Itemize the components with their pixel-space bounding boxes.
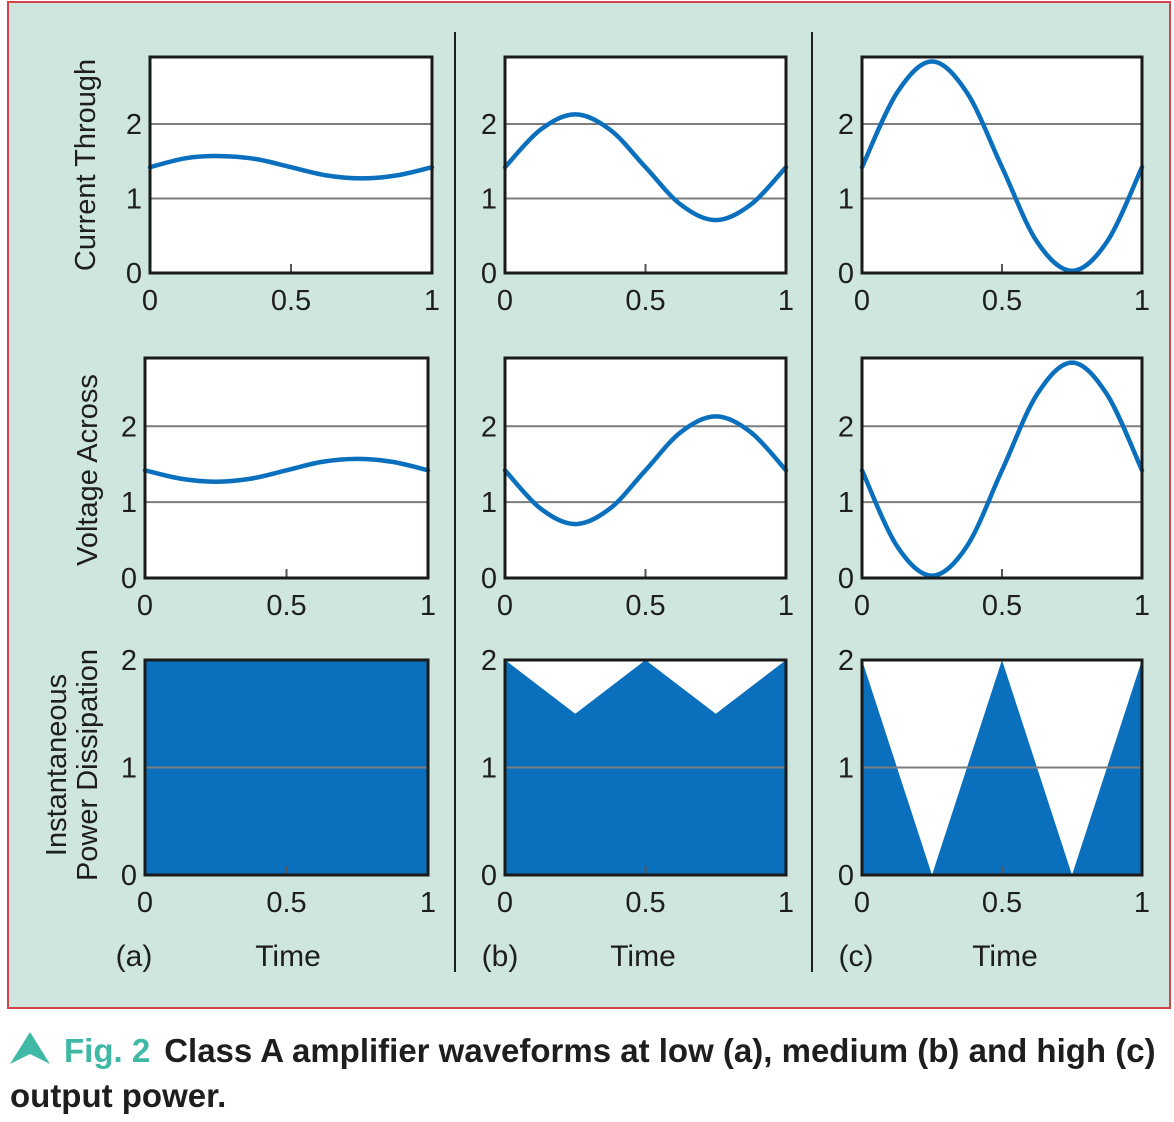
- y-tick-label: 1: [121, 487, 137, 519]
- y-tick-label: 0: [838, 563, 854, 595]
- x-tick-label: 1: [1134, 285, 1150, 317]
- y-tick-label: 2: [121, 645, 137, 677]
- x-tick-label: 0: [137, 590, 153, 622]
- x-tick-label: 0.5: [625, 590, 665, 622]
- plot-border: [503, 658, 788, 877]
- waveform-line: [859, 360, 1145, 578]
- plot-border: [860, 55, 1144, 275]
- x-tick-label: 0: [497, 590, 513, 622]
- x-tick-label: 0: [854, 285, 870, 317]
- y-tick-label: 2: [838, 411, 854, 443]
- y-tick-label: 2: [481, 109, 497, 141]
- x-tick-label: 1: [1134, 590, 1150, 622]
- column-label-c: (c): [839, 940, 874, 973]
- x-tick-label: 0: [497, 285, 513, 317]
- x-tick-label: 1: [778, 887, 794, 919]
- y-tick-label: 1: [481, 487, 497, 519]
- x-tick-label: 0.5: [625, 887, 665, 919]
- y-tick-label: 2: [126, 109, 142, 141]
- y-tick-label: 0: [481, 563, 497, 595]
- x-tick-label: 0.5: [982, 887, 1022, 919]
- plot-power-c: 0 1 2 0 0.5 1: [838, 645, 1150, 919]
- x-tick-label: 0: [137, 887, 153, 919]
- row-ylabel-power-line2: Power Dissipation: [72, 649, 104, 881]
- x-tick-label: 0.5: [266, 590, 306, 622]
- plot-power-a: 0 1 2 0 0.5 1: [121, 645, 436, 919]
- y-tick-label: 1: [481, 753, 497, 785]
- x-tick-label: 0.5: [625, 285, 665, 317]
- figure-number: Fig. 2: [64, 1032, 151, 1069]
- plot-voltage-a: 0 1 2 0 0.5 1: [121, 356, 436, 622]
- y-tick-label: 2: [481, 645, 497, 677]
- waveform-line: [147, 153, 435, 181]
- row-ylabel-power-line1: Instantaneous: [41, 674, 73, 856]
- y-tick-label: 1: [838, 753, 854, 785]
- y-tick-label: 2: [481, 411, 497, 443]
- row-ylabel-voltage: Voltage Across: [72, 374, 104, 566]
- plot-power-b: 0 1 2 0 0.5 1: [481, 645, 794, 919]
- plot-border: [860, 658, 1144, 877]
- plot-current-b: 0 1 2 0 0.5 1: [481, 55, 794, 317]
- plot-voltage-c: 0 1 2 0 0.5 1: [838, 356, 1150, 622]
- plot-border: [143, 658, 430, 877]
- x-tick-label: 1: [420, 887, 436, 919]
- y-tick-label: 0: [121, 860, 137, 892]
- waveform-line: [859, 59, 1145, 274]
- x-tick-label: 0.5: [271, 285, 311, 317]
- row-ylabel-current: Current Through: [70, 59, 102, 271]
- y-tick-label: 0: [838, 258, 854, 290]
- waveform-line: [142, 456, 431, 484]
- column-xlabel-c: Time: [972, 940, 1038, 973]
- x-tick-label: 0: [142, 285, 158, 317]
- y-tick-label: 1: [126, 184, 142, 216]
- x-tick-label: 0.5: [266, 887, 306, 919]
- figure-caption: Fig. 2 Class A amplifier waveforms at low…: [10, 1028, 1160, 1118]
- x-tick-label: 0.5: [982, 285, 1022, 317]
- x-tick-label: 1: [778, 285, 794, 317]
- y-tick-label: 0: [838, 860, 854, 892]
- x-tick-label: 1: [420, 590, 436, 622]
- waveform-line: [502, 112, 789, 223]
- column-xlabel-b: Time: [610, 940, 676, 973]
- column-xlabel-a: Time: [255, 940, 321, 973]
- y-tick-label: 1: [838, 184, 854, 216]
- x-tick-label: 0: [854, 887, 870, 919]
- plot-current-a: 0 1 2 0 0.5 1: [126, 55, 440, 317]
- x-tick-label: 0: [497, 887, 513, 919]
- y-tick-label: 1: [481, 184, 497, 216]
- x-tick-label: 0: [854, 590, 870, 622]
- caption-text: Class A amplifier waveforms at low (a), …: [10, 1032, 1156, 1114]
- plot-border: [860, 356, 1144, 580]
- y-tick-label: 0: [481, 258, 497, 290]
- y-tick-label: 2: [121, 411, 137, 443]
- y-tick-label: 0: [121, 563, 137, 595]
- plot-border: [503, 356, 788, 580]
- y-tick-label: 0: [481, 860, 497, 892]
- y-tick-label: 1: [121, 753, 137, 785]
- y-tick-label: 0: [126, 258, 142, 290]
- waveform-line: [502, 414, 789, 527]
- plot-current-c: 0 1 2 0 0.5 1: [838, 55, 1150, 317]
- x-tick-label: 1: [1134, 887, 1150, 919]
- plot-border: [143, 356, 430, 580]
- x-tick-label: 0.5: [982, 590, 1022, 622]
- column-label-a: (a): [116, 940, 153, 973]
- y-tick-label: 2: [838, 109, 854, 141]
- y-tick-label: 2: [838, 645, 854, 677]
- y-tick-label: 1: [838, 487, 854, 519]
- x-tick-label: 1: [778, 590, 794, 622]
- x-tick-label: 1: [424, 285, 440, 317]
- triangle-arrow-icon: [10, 1032, 50, 1064]
- plot-border: [148, 55, 434, 275]
- plot-border: [503, 55, 788, 275]
- column-label-b: (b): [482, 940, 519, 973]
- plot-voltage-b: 0 1 2 0 0.5 1: [481, 356, 794, 622]
